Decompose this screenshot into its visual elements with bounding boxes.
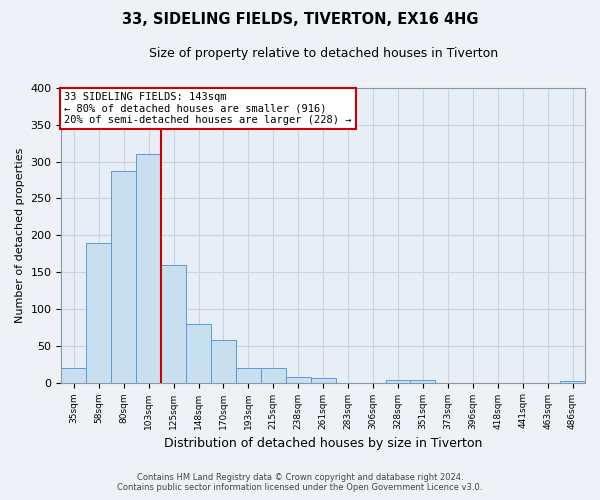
X-axis label: Distribution of detached houses by size in Tiverton: Distribution of detached houses by size … [164, 437, 482, 450]
Bar [261, 368, 286, 382]
Bar [236, 368, 261, 382]
Bar [211, 340, 236, 382]
Y-axis label: Number of detached properties: Number of detached properties [15, 148, 25, 323]
Bar [560, 381, 585, 382]
Bar [311, 378, 335, 382]
Bar [286, 376, 311, 382]
Bar [136, 154, 161, 382]
Bar [86, 242, 111, 382]
Bar [410, 380, 436, 382]
Bar [61, 368, 86, 382]
Bar [386, 380, 410, 382]
Bar [186, 324, 211, 382]
Text: 33 SIDELING FIELDS: 143sqm
← 80% of detached houses are smaller (916)
20% of sem: 33 SIDELING FIELDS: 143sqm ← 80% of deta… [64, 92, 352, 125]
Bar [161, 265, 186, 382]
Title: Size of property relative to detached houses in Tiverton: Size of property relative to detached ho… [149, 48, 498, 60]
Text: Contains HM Land Registry data © Crown copyright and database right 2024.
Contai: Contains HM Land Registry data © Crown c… [118, 473, 482, 492]
Bar [111, 170, 136, 382]
Text: 33, SIDELING FIELDS, TIVERTON, EX16 4HG: 33, SIDELING FIELDS, TIVERTON, EX16 4HG [122, 12, 478, 28]
